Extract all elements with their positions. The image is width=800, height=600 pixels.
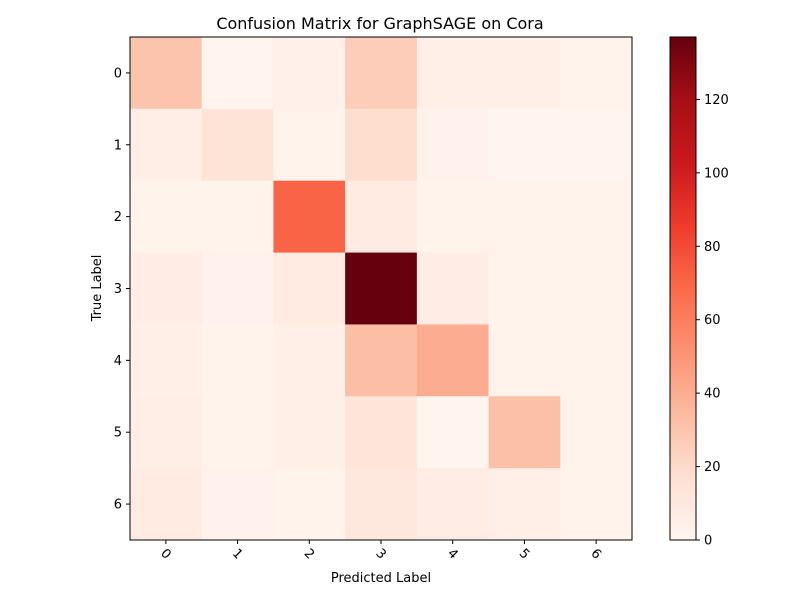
heatmap-cell [345,252,418,325]
heatmap-cell [201,468,274,541]
heatmap-cells [130,37,633,541]
heatmap-cell [345,180,418,254]
heatmap-cell [273,252,346,325]
heatmap-cell [130,180,203,254]
x-tick-label: 2 [301,546,317,562]
heatmap-cell [416,324,490,397]
heatmap-cell [130,468,203,541]
x-tick-label: 0 [157,546,173,562]
colorbar-tick-label: 0 [704,534,712,549]
colorbar-ticks: 0 20 40 60 80 100 120 [696,93,729,549]
heatmap-cell [560,324,633,397]
heatmap-cell [345,396,418,469]
y-tick-label: 2 [114,210,122,225]
heatmap-cell [560,37,633,110]
heatmap-cell [130,396,203,469]
y-axis-ticks: 0 1 2 3 4 5 6 [114,66,130,513]
colorbar-tick-label: 40 [704,387,721,402]
y-tick-label: 5 [114,426,122,441]
y-tick-label: 6 [114,498,122,513]
heatmap-cell [273,37,346,110]
heatmap-cell [201,180,274,254]
heatmap-cell [560,108,633,182]
heatmap-cell [130,108,203,182]
x-tick-label: 4 [444,546,460,562]
heatmap-cell [560,468,633,541]
heatmap-cell [560,252,633,325]
x-tick-label: 3 [372,546,388,562]
heatmap-cell [273,180,346,254]
heatmap-cell [488,396,561,469]
heatmap-cell [488,324,561,397]
heatmap-cell [273,108,346,182]
x-tick-label: 5 [516,546,532,562]
heatmap-cell [488,108,561,182]
heatmap-cell [416,396,490,469]
x-axis-label: Predicted Label [331,571,431,586]
heatmap-cell [416,252,490,325]
heatmap-cell [560,180,633,254]
heatmap-cell [416,108,490,182]
heatmap-cell [345,108,418,182]
heatmap-cell [488,252,561,325]
x-tick-label: 6 [588,546,604,562]
heatmap-cell [130,37,203,110]
colorbar-tick-label: 120 [704,93,729,108]
colorbar-tick-label: 80 [704,240,721,255]
heatmap-cell [130,324,203,397]
colorbar-tick-label: 20 [704,460,721,475]
x-tick-label: 1 [229,546,245,562]
heatmap-cell [345,468,418,541]
y-tick-label: 3 [114,282,122,297]
heatmap-cell [201,108,274,182]
colorbar-tick-label: 60 [704,313,721,328]
heatmap-cell [201,396,274,469]
heatmap-cell [345,37,418,110]
y-tick-label: 4 [114,354,122,369]
y-tick-label: 0 [114,66,122,81]
colorbar [669,36,697,541]
heatmap-cell [130,252,203,325]
heatmap-cell [201,324,274,397]
chart-title: Confusion Matrix for GraphSAGE on Cora [216,14,543,33]
heatmap-cell [273,324,346,397]
colorbar-tick-label: 100 [704,166,729,181]
heatmap-cell [416,180,490,254]
heatmap-cell [273,396,346,469]
heatmap-cell [273,468,346,541]
heatmap-cell [488,37,561,110]
y-axis-label: True Label [90,255,105,323]
y-tick-label: 1 [114,138,122,153]
heatmap-cell [416,37,490,110]
heatmap-cell [560,396,633,469]
heatmap-cell [416,468,490,541]
heatmap-cell [201,37,274,110]
x-axis-ticks: 0 1 2 3 4 5 6 [157,540,604,563]
heatmap-cell [488,468,561,541]
heatmap-cell [201,252,274,325]
heatmap-cell [345,324,418,397]
heatmap-cell [488,180,561,254]
